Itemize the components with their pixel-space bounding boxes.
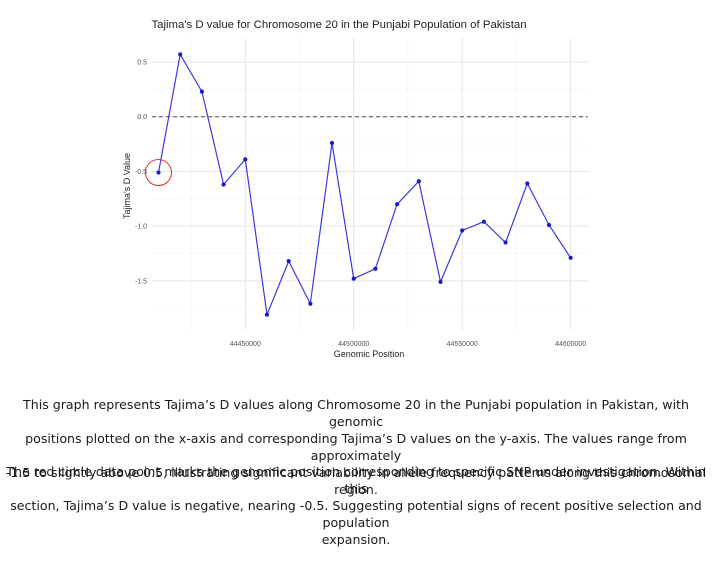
- data-point: [308, 301, 313, 306]
- caption-paragraph-1: This graph represents Tajima’s D values …: [0, 396, 712, 498]
- x-tick-label: 44550000: [447, 341, 478, 348]
- data-point: [395, 202, 400, 207]
- caption-line: section, Tajima’s D value is negative, n…: [10, 498, 702, 530]
- data-point: [546, 222, 552, 228]
- x-tick-label: 44500000: [338, 341, 369, 348]
- data-point: [286, 259, 291, 264]
- data-point: [481, 219, 486, 224]
- data-point: [199, 89, 204, 94]
- y-axis-label: Tajima's D Value: [122, 153, 132, 219]
- data-point: [221, 182, 226, 187]
- data-point: [373, 266, 378, 271]
- y-tick-label: -0.5: [135, 169, 147, 176]
- gridlines: [152, 38, 588, 330]
- data-point: [178, 52, 183, 57]
- x-tick-label: 44600000: [555, 341, 586, 348]
- tajimas-d-line-chart: 44450000 44500000 44550000 44600000 0.5 0.0 -0…: [122, 19, 588, 359]
- data-point: [503, 240, 508, 245]
- tick-labels-layer: 44450000 44500000 44550000 44600000 0.5 0.0 -0…: [135, 60, 586, 348]
- chart-title: Tajima's D value for Chromosome 20 in th…: [151, 19, 526, 31]
- caption-line: The red circle data point marks the geno…: [6, 464, 706, 496]
- data-point: [460, 228, 465, 233]
- caption-line: positions plotted on the x-axis and corr…: [25, 431, 687, 463]
- caption-line: -1.5 to slightly above 0.5, illustrating…: [5, 465, 707, 497]
- series-line-layer: [157, 52, 572, 318]
- series-line: [157, 52, 572, 318]
- x-tick-label: 44450000: [230, 341, 261, 348]
- data-point: [525, 181, 530, 186]
- y-tick-label: -1.5: [135, 278, 147, 285]
- data-point: [568, 255, 573, 260]
- y-tick-label: 0.0: [137, 114, 147, 121]
- caption-line: expansion.: [321, 532, 391, 547]
- caption-paragraph-2: The red circle data point marks the geno…: [0, 463, 712, 548]
- data-point: [416, 179, 421, 184]
- y-tick-label: 0.5: [137, 60, 147, 67]
- data-point: [156, 170, 161, 175]
- chart-panel: 44450000 44500000 44550000 44600000 0.5 0.0 -0…: [122, 19, 588, 359]
- x-axis-label: Genomic Position: [334, 349, 405, 359]
- data-point: [351, 276, 356, 281]
- data-point: [329, 140, 335, 146]
- y-tick-label: -1.0: [135, 224, 147, 231]
- data-point: [264, 312, 270, 317]
- data-point: [243, 157, 248, 162]
- caption-line: This graph represents Tajima’s D values …: [23, 397, 689, 429]
- data-points-layer: [145, 52, 573, 317]
- data-point: [438, 279, 443, 284]
- highlight-circle: [145, 159, 173, 187]
